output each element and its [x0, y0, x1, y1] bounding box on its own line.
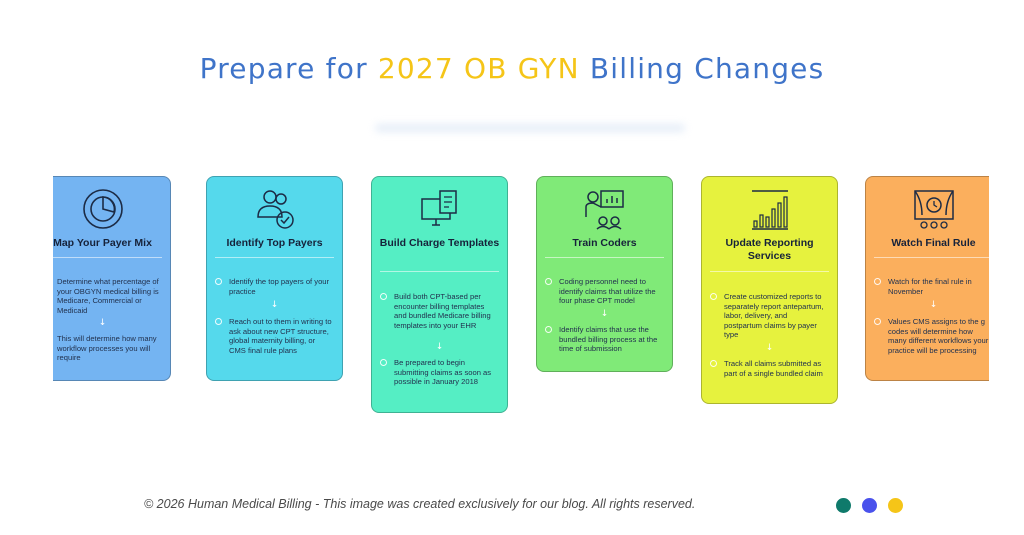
card-item: Values CMS assigns to the g codes will d…	[874, 317, 989, 355]
card-item: This will determine how many workflow pr…	[53, 334, 162, 363]
down-arrow-icon: ↓	[435, 342, 444, 352]
bullet-circle-icon	[215, 278, 222, 285]
card-title: Train Coders	[572, 237, 637, 249]
card-item: Track all claims submitted as part of a …	[710, 359, 829, 378]
divider	[215, 257, 334, 258]
bullet-circle-icon	[380, 359, 387, 366]
down-arrow-icon: ↓	[600, 309, 609, 319]
title-highlight: 2027 OB GYN	[377, 52, 580, 85]
card-title: Build Charge Templates	[379, 237, 500, 249]
bullet-circle-icon	[710, 293, 717, 300]
card-map-payer-mix: Map Your Payer Mix Determine what percen…	[53, 176, 171, 381]
stage-clock-icon	[912, 187, 956, 231]
card-item: Identify claims that use the bundled bil…	[545, 325, 664, 354]
card-item: Identify the top payers of your practice	[215, 277, 334, 296]
page-title: Prepare for 2027 OB GYN Billing Changes	[0, 52, 1024, 85]
bullet-circle-icon	[710, 360, 717, 367]
down-arrow-icon: ↓	[270, 300, 279, 310]
bullet-circle-icon	[874, 278, 881, 285]
title-prefix: Prepare for	[199, 52, 378, 85]
training-presentation-icon	[583, 187, 627, 231]
card-item: Reach out to them in writing to ask abou…	[215, 317, 334, 355]
card-title: Map Your Payer Mix	[53, 237, 152, 249]
down-arrow-icon: ↓	[765, 343, 774, 353]
computer-document-icon	[418, 187, 462, 231]
down-arrow-icon: ↓	[98, 318, 107, 328]
subtitle-blur	[375, 124, 685, 132]
step-cards: Map Your Payer Mix Determine what percen…	[53, 0, 989, 440]
title-suffix: Billing Changes	[579, 52, 825, 85]
divider	[53, 257, 162, 258]
card-item: Build both CPT-based per encounter billi…	[380, 292, 499, 330]
bullet-circle-icon	[215, 318, 222, 325]
card-identify-top-payers: Identify Top Payers Identify the top pay…	[206, 176, 343, 381]
card-update-reporting-services: Update Reporting Services Create customi…	[701, 176, 838, 404]
card-item: Create customized reports to separately …	[710, 292, 829, 340]
card-title: Identify Top Payers	[226, 237, 323, 249]
card-item: Determine what percentage of your OBGYN …	[53, 277, 162, 315]
card-train-coders: Train Coders Coding personnel need to id…	[536, 176, 673, 372]
brand-dot-yellow	[888, 498, 903, 513]
bullet-circle-icon	[380, 293, 387, 300]
divider	[545, 257, 664, 258]
card-item: Watch for the final rule in November	[874, 277, 989, 296]
card-title: Watch Final Rule	[891, 237, 976, 249]
brand-dot-teal	[836, 498, 851, 513]
down-arrow-icon: ↓	[929, 300, 938, 310]
card-item: Be prepared to begin submitting claims a…	[380, 358, 499, 387]
bullet-circle-icon	[874, 318, 881, 325]
card-build-charge-templates: Build Charge Templates Build both CPT-ba…	[371, 176, 508, 413]
copyright-footer: © 2026 Human Medical Billing - This imag…	[144, 497, 696, 511]
brand-dot-blue	[862, 498, 877, 513]
card-title: Update Reporting Services	[725, 237, 814, 262]
bullet-circle-icon	[545, 278, 552, 285]
card-item: Coding personnel need to identify claims…	[545, 277, 664, 306]
card-watch-final-rule: Watch Final Rule Watch for the final rul…	[865, 176, 989, 381]
divider	[710, 271, 829, 272]
divider	[874, 257, 989, 258]
divider	[380, 271, 499, 272]
pie-chart-icon	[81, 187, 125, 231]
bar-chart-icon	[748, 187, 792, 231]
bullet-circle-icon	[545, 326, 552, 333]
people-check-icon	[253, 187, 297, 231]
